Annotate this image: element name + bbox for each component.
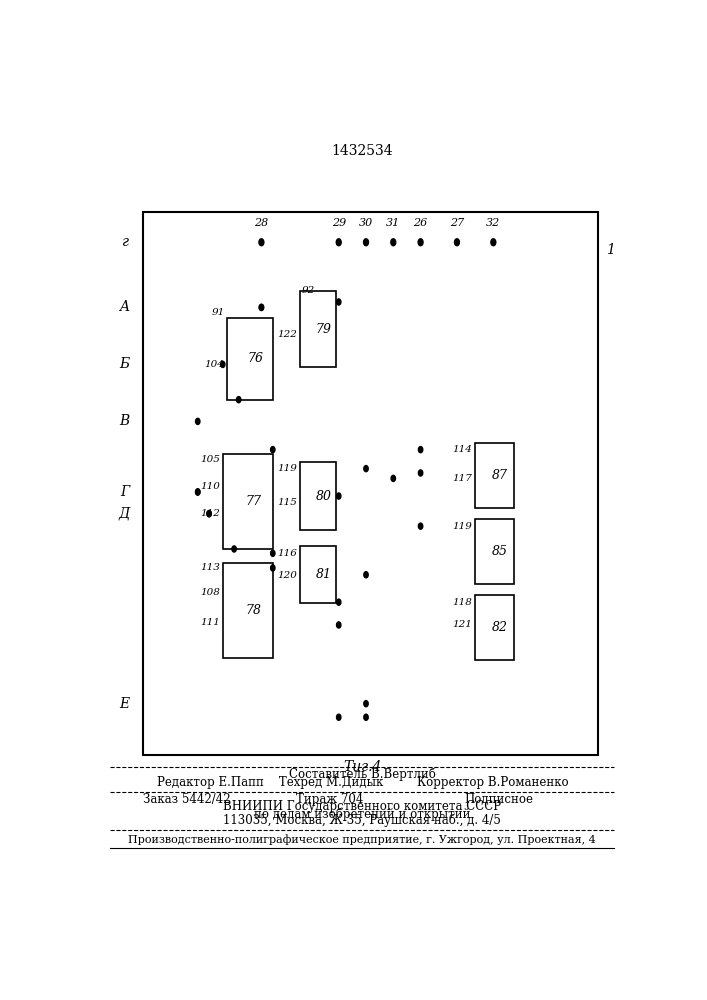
- Bar: [300, 462, 337, 530]
- Circle shape: [364, 466, 368, 472]
- Text: Е: Е: [119, 697, 129, 711]
- Circle shape: [455, 239, 460, 246]
- Text: г: г: [122, 235, 129, 249]
- Text: Г: Г: [120, 485, 129, 499]
- Text: по делам изобретений и открытий: по делам изобретений и открытий: [254, 807, 471, 821]
- Circle shape: [207, 511, 211, 517]
- Text: 111: 111: [200, 618, 220, 627]
- Text: 76: 76: [247, 352, 264, 365]
- Text: 104: 104: [205, 360, 225, 369]
- Text: 116: 116: [277, 549, 298, 558]
- Circle shape: [259, 239, 264, 246]
- Text: 113035, Москва, Ж-35, Раушская наб., д. 4/5: 113035, Москва, Ж-35, Раушская наб., д. …: [223, 814, 501, 827]
- Circle shape: [259, 304, 264, 310]
- Circle shape: [364, 714, 368, 720]
- Text: В: В: [119, 414, 129, 428]
- Text: Τиг.4: Τиг.4: [343, 760, 382, 774]
- Text: Подписное: Подписное: [464, 793, 534, 806]
- Bar: [223, 454, 273, 549]
- Text: Д: Д: [118, 507, 129, 521]
- Text: Б: Б: [119, 357, 129, 371]
- Text: 117: 117: [452, 474, 472, 483]
- Circle shape: [337, 599, 341, 605]
- Text: Заказ 5442/42: Заказ 5442/42: [144, 793, 230, 806]
- Text: 32: 32: [486, 218, 501, 228]
- Text: 115: 115: [277, 498, 298, 507]
- Circle shape: [419, 523, 423, 529]
- Text: 77: 77: [245, 495, 262, 508]
- Circle shape: [337, 714, 341, 720]
- Text: 87: 87: [492, 469, 508, 482]
- Text: 81: 81: [316, 568, 332, 581]
- Text: 108: 108: [200, 588, 220, 597]
- Bar: [300, 291, 337, 367]
- Circle shape: [271, 565, 275, 571]
- Text: 27: 27: [450, 218, 464, 228]
- Text: 1: 1: [606, 243, 615, 257]
- Bar: [475, 443, 514, 508]
- Text: Составитель В.Вертлиб: Составитель В.Вертлиб: [289, 768, 436, 781]
- Text: 28: 28: [255, 218, 269, 228]
- Circle shape: [418, 239, 423, 246]
- Bar: [228, 318, 273, 400]
- Circle shape: [419, 447, 423, 453]
- Text: 105: 105: [200, 455, 220, 464]
- Circle shape: [391, 239, 396, 246]
- Circle shape: [337, 493, 341, 499]
- Circle shape: [419, 470, 423, 476]
- Text: 78: 78: [245, 604, 262, 617]
- Text: Тираж 704: Тираж 704: [296, 793, 363, 806]
- Circle shape: [271, 550, 275, 556]
- Text: Редактор Е.Папп    Техред М.Дидык         Корректор В.Романенко: Редактор Е.Папп Техред М.Дидык Корректор…: [156, 776, 568, 789]
- Circle shape: [232, 546, 236, 552]
- Circle shape: [363, 239, 368, 246]
- Bar: [300, 546, 337, 603]
- Bar: [144, 212, 598, 755]
- Circle shape: [196, 489, 200, 495]
- Text: 85: 85: [492, 545, 508, 558]
- Circle shape: [364, 572, 368, 578]
- Text: 82: 82: [492, 621, 508, 634]
- Circle shape: [337, 239, 341, 246]
- Text: 119: 119: [452, 522, 472, 531]
- Text: Производственно-полиграфическое предприятие, г. Ужгород, ул. Проектная, 4: Производственно-полиграфическое предприя…: [129, 835, 596, 845]
- Text: 112: 112: [200, 509, 220, 518]
- Text: 110: 110: [200, 482, 220, 491]
- Circle shape: [271, 447, 275, 453]
- Text: 118: 118: [452, 598, 472, 607]
- Text: 26: 26: [414, 218, 428, 228]
- Circle shape: [207, 511, 211, 517]
- Text: 114: 114: [452, 445, 472, 454]
- Circle shape: [236, 397, 241, 403]
- Text: 31: 31: [386, 218, 400, 228]
- Text: ВНИИПИ Государственного комитета СССР: ВНИИПИ Государственного комитета СССР: [223, 800, 501, 813]
- Text: 122: 122: [277, 330, 298, 339]
- Circle shape: [196, 489, 200, 495]
- Bar: [475, 595, 514, 660]
- Text: 80: 80: [316, 490, 332, 503]
- Circle shape: [221, 361, 225, 367]
- Circle shape: [391, 475, 395, 481]
- Text: 113: 113: [200, 563, 220, 572]
- Circle shape: [491, 239, 496, 246]
- Text: 1432534: 1432534: [332, 144, 393, 158]
- Text: 119: 119: [277, 464, 298, 473]
- Circle shape: [196, 418, 200, 424]
- Bar: [475, 519, 514, 584]
- Bar: [223, 563, 273, 658]
- Text: 79: 79: [316, 323, 332, 336]
- Text: A: A: [119, 300, 129, 314]
- Circle shape: [337, 299, 341, 305]
- Text: 121: 121: [452, 620, 472, 629]
- Circle shape: [259, 304, 264, 310]
- Text: 29: 29: [332, 218, 346, 228]
- Text: 30: 30: [359, 218, 373, 228]
- Circle shape: [337, 622, 341, 628]
- Text: 92: 92: [302, 286, 315, 295]
- Text: 120: 120: [277, 571, 298, 580]
- Text: 91: 91: [211, 308, 225, 317]
- Circle shape: [364, 701, 368, 707]
